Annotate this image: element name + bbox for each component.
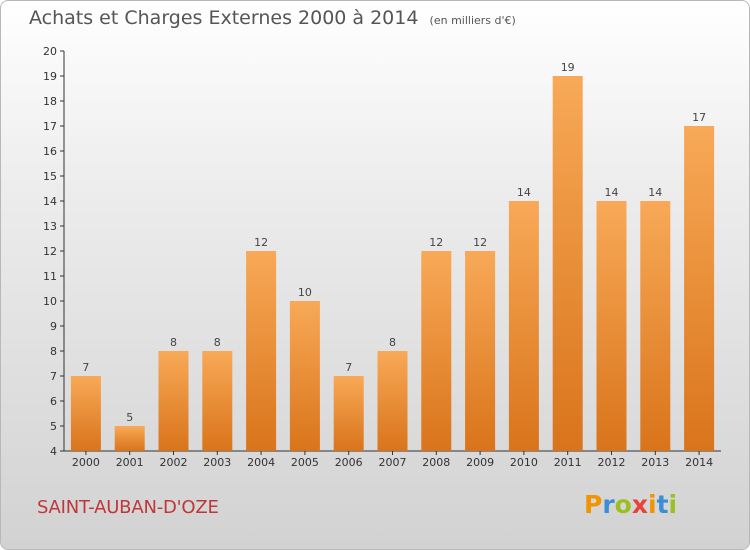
logo-letter: o: [614, 490, 632, 519]
y-tick-label: 17: [43, 120, 57, 133]
x-tick-label-2011: 2011: [554, 456, 582, 469]
y-tick-label: 7: [50, 370, 57, 383]
value-label-2009: 12: [473, 236, 487, 249]
value-label-2005: 10: [298, 286, 312, 299]
y-tick-label: 8: [50, 345, 57, 358]
bar-2002[interactable]: [158, 351, 189, 451]
bar-2009[interactable]: [465, 251, 496, 451]
value-label-2010: 14: [517, 186, 531, 199]
value-label-2004: 12: [254, 236, 268, 249]
value-label-2013: 14: [648, 186, 662, 199]
x-tick-label-2012: 2012: [598, 456, 626, 469]
y-tick-label: 11: [43, 270, 57, 283]
proxiti-logo[interactable]: Proxiti: [584, 490, 677, 519]
y-tick-label: 9: [50, 320, 57, 333]
bar-2007[interactable]: [377, 351, 408, 451]
bar-2004[interactable]: [246, 251, 277, 451]
logo-letter: i: [648, 490, 657, 519]
chart-bars: 7 5 8 8 12 10 7 8 12 12 14 19 14 14 17: [70, 61, 715, 451]
value-label-2006: 7: [345, 361, 352, 374]
bar-2012[interactable]: [596, 201, 627, 451]
value-label-2003: 8: [214, 336, 221, 349]
bar-2005[interactable]: [289, 301, 320, 451]
bar-2014[interactable]: [684, 126, 715, 451]
chart-title: Achats et Charges Externes 2000 à 2014: [29, 7, 419, 29]
value-label-2011: 19: [561, 61, 575, 74]
y-tick-label: 4: [50, 445, 57, 458]
x-tick-label-2005: 2005: [291, 456, 319, 469]
bar-2010[interactable]: [508, 201, 539, 451]
x-tick-label-2000: 2000: [72, 456, 100, 469]
logo-letter: P: [584, 490, 603, 519]
y-tick-label: 13: [43, 220, 57, 233]
x-tick-label-2004: 2004: [247, 456, 275, 469]
value-label-2007: 8: [389, 336, 396, 349]
x-tick-label-2014: 2014: [685, 456, 713, 469]
chart-unit: (en milliers d'€): [429, 14, 516, 27]
value-label-2001: 5: [126, 411, 133, 424]
x-tick-label-2013: 2013: [641, 456, 669, 469]
y-tick-label: 14: [43, 195, 57, 208]
bar-2003[interactable]: [202, 351, 233, 451]
value-label-2014: 17: [692, 111, 706, 124]
bar-2011[interactable]: [552, 76, 583, 451]
x-tick-label-2010: 2010: [510, 456, 538, 469]
value-label-2002: 8: [170, 336, 177, 349]
logo-letter: r: [602, 490, 615, 519]
bar-2013[interactable]: [640, 201, 671, 451]
x-tick-label-2006: 2006: [335, 456, 363, 469]
y-tick-label: 5: [50, 420, 57, 433]
x-tick-label-2002: 2002: [160, 456, 188, 469]
x-tick-label-2007: 2007: [379, 456, 407, 469]
y-tick-label: 18: [43, 95, 57, 108]
x-tick-label-2001: 2001: [116, 456, 144, 469]
y-tick-label: 20: [43, 45, 57, 58]
bar-2000[interactable]: [70, 376, 101, 451]
logo-letter: x: [631, 490, 648, 519]
x-tick-labels: 2000 2001 2002 2003 2004 2005 2006 2007 2008 2009…: [72, 451, 713, 469]
y-tick-label: 19: [43, 70, 57, 83]
x-tick-label-2008: 2008: [422, 456, 450, 469]
y-tick-label: 10: [43, 295, 57, 308]
bar-2006[interactable]: [333, 376, 364, 451]
value-label-2000: 7: [82, 361, 89, 374]
chart-header: Achats et Charges Externes 2000 à 2014 (…: [29, 7, 516, 29]
y-tick-label: 16: [43, 145, 57, 158]
y-tick-label: 6: [50, 395, 57, 408]
x-tick-label-2009: 2009: [466, 456, 494, 469]
value-label-2012: 14: [605, 186, 619, 199]
bar-2008[interactable]: [421, 251, 452, 451]
value-label-2008: 12: [429, 236, 443, 249]
logo-letter: t: [656, 490, 669, 519]
x-tick-label-2003: 2003: [203, 456, 231, 469]
commune-name: SAINT-AUBAN-D'OZE: [37, 497, 219, 518]
y-tick-label: 12: [43, 245, 57, 258]
bar-2001[interactable]: [114, 426, 145, 451]
logo-letter: i: [668, 490, 678, 519]
y-tick-label: 15: [43, 170, 57, 183]
